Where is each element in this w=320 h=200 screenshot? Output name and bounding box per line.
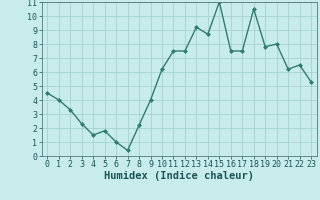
X-axis label: Humidex (Indice chaleur): Humidex (Indice chaleur)	[104, 171, 254, 181]
